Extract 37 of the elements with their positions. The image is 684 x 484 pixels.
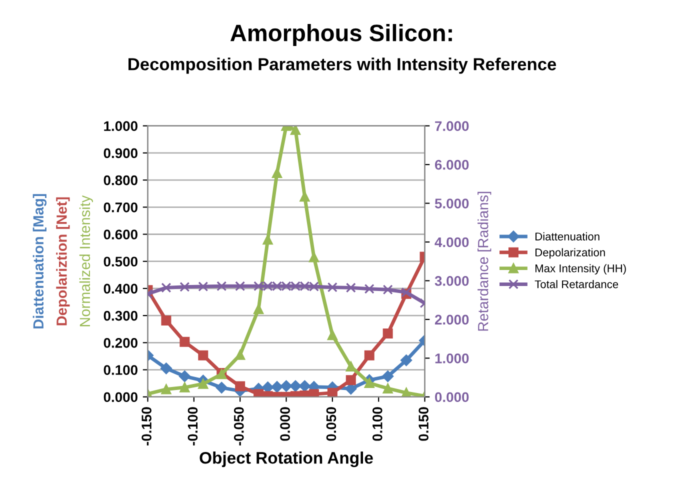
y-axis-title: Diattenuation [Mag] <box>32 194 46 328</box>
x-tick-label: 0.050 <box>326 407 336 441</box>
y2-tick-label: 4.000 <box>434 237 469 248</box>
y-tick-label: 0.000 <box>104 392 138 402</box>
legend-label: Total Retardance <box>534 280 618 288</box>
x-tick-label: 0.000 <box>280 407 290 441</box>
y-tick-label: 0.200 <box>104 338 138 348</box>
y-tick-label: 0.600 <box>104 230 138 240</box>
chart-title: Amorphous Silicon: <box>230 24 452 46</box>
y2-tick-label: 1.000 <box>435 353 469 364</box>
y-tick-label: 0.900 <box>104 148 138 158</box>
text: Depolariztion [Net] <box>56 197 70 326</box>
y-tick-label: 0.700 <box>104 202 138 212</box>
x-tick-label: -0.150 <box>142 407 152 446</box>
y-tick-label: 0.500 <box>104 256 138 267</box>
y2-tick-label: 3.000 <box>434 276 469 286</box>
y2-axis-title: Retardance [Radians] <box>478 192 492 331</box>
legend-label: Diattenuation <box>535 232 600 240</box>
legend-label: Depolarization <box>535 248 605 259</box>
y-tick-label: 0.300 <box>104 310 138 321</box>
chart-subtitle: Decomposition Parameters with Intensity Reference <box>128 58 556 74</box>
x-axis-title: Object Rotation Angle <box>200 452 373 468</box>
y-tick-label: 0.800 <box>104 175 138 186</box>
y2-tick-label: 7.000 <box>435 121 469 132</box>
y-tick-label: 0.100 <box>104 365 138 375</box>
x-tick-label: -0.050 <box>234 407 244 446</box>
x-tick-label: 0.100 <box>372 407 382 441</box>
y2-tick-label: 0.000 <box>435 392 469 402</box>
y2-tick-label: 6.000 <box>434 160 469 170</box>
y2-tick-label: 5.000 <box>434 198 469 208</box>
y2-tick-label: 2.000 <box>434 314 469 325</box>
text: Normalized Intensity <box>79 195 93 326</box>
legend-label: Max Intensity (HH) <box>535 264 626 274</box>
x-tick-label: 0.150 <box>418 407 428 441</box>
y-tick-label: 0.400 <box>104 284 138 294</box>
x-tick-label: -0.100 <box>188 407 198 446</box>
y-tick-label: 1.000 <box>104 121 138 132</box>
